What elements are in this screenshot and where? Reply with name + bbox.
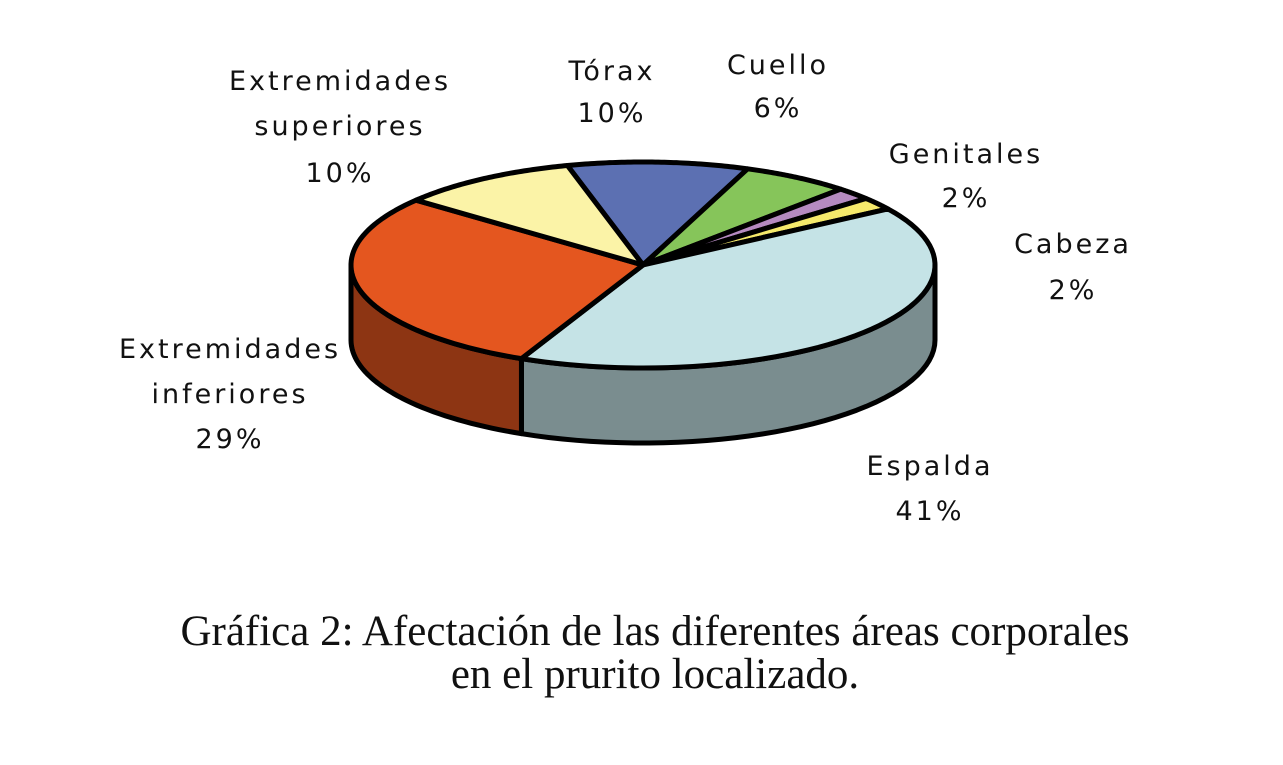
pie-slice [640, 166, 844, 268]
slice-label: Cuello [727, 50, 829, 81]
pie-slice [518, 206, 938, 371]
chart-title: en el prurito localizado. [451, 651, 859, 698]
slice-value-label: 29% [195, 424, 264, 455]
pie-tops [348, 159, 938, 371]
pie-slice [564, 159, 751, 268]
slice-value-label: 2% [942, 183, 991, 214]
slice-value-label: 10% [577, 98, 646, 129]
pie-slice [413, 163, 646, 268]
pie-slice [348, 197, 646, 362]
slice-label: Extremidades inferiores [119, 334, 341, 410]
slice-label: Extremidades superiores [229, 66, 451, 142]
slice-label: Cabeza [1014, 229, 1132, 260]
slice-label: Espalda [867, 451, 994, 482]
slice-value-label: 2% [1049, 275, 1098, 306]
slice-label: Genitales [889, 139, 1043, 170]
slice-value-label: 6% [754, 93, 803, 124]
slice-value-label: 10% [305, 158, 374, 189]
slice-label: Tórax [567, 56, 655, 87]
slice-value-label: 41% [895, 496, 964, 527]
chart-title: Gráfica 2: Afectación de las diferentes … [180, 608, 1129, 655]
